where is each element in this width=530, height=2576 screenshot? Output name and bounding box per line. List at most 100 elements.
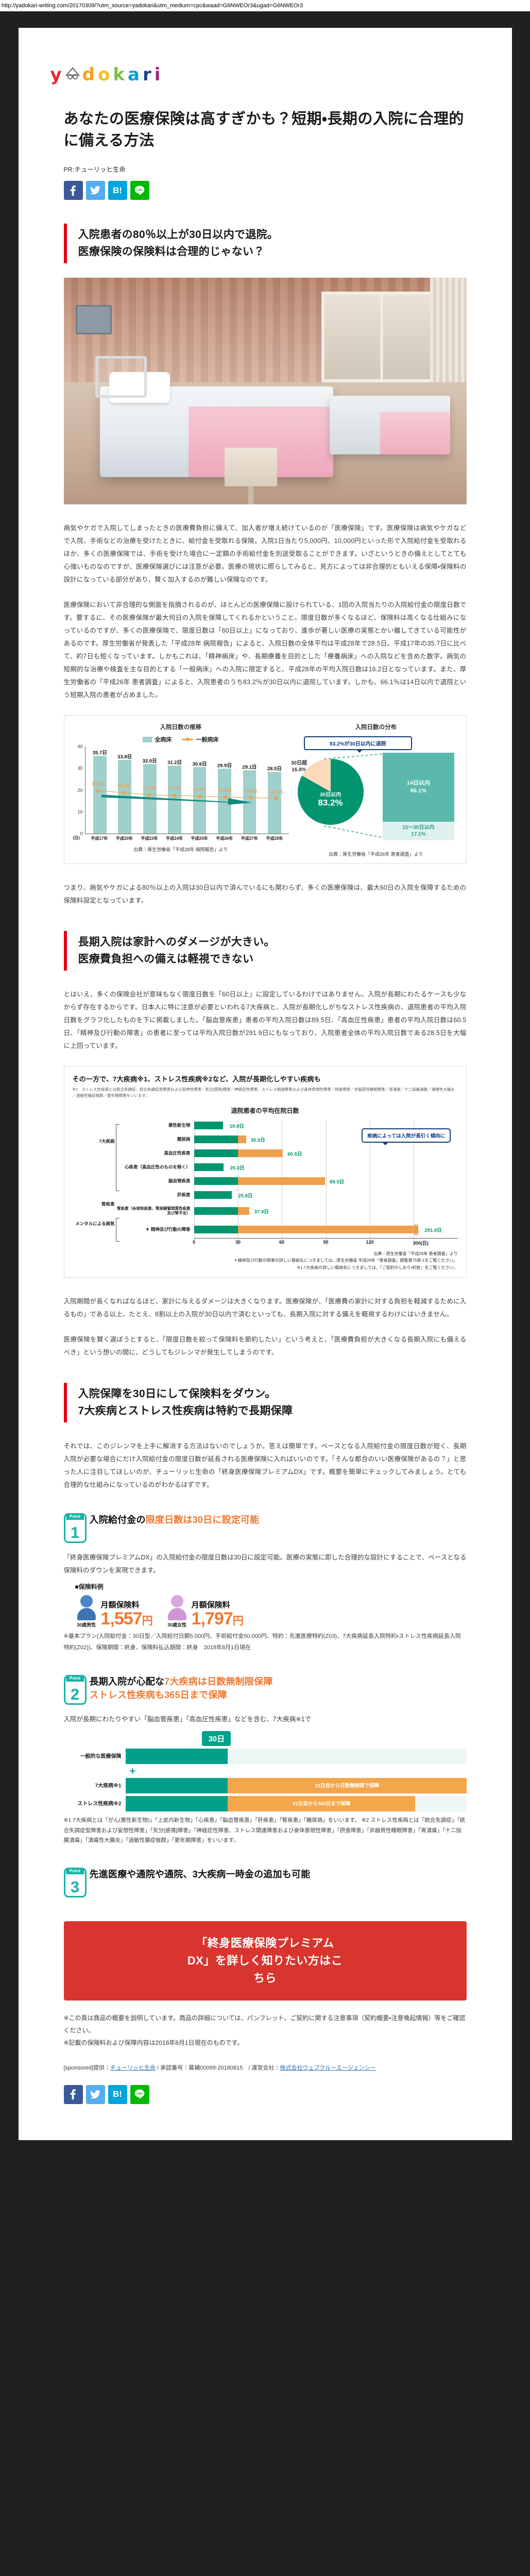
y-tick-10: 10 [77,809,83,815]
heading-line-2: 医療費負担への備えは軽視できない [78,953,254,965]
price-row: 30歳男性 月額保険料 1,557円 30歳女性 月額保険料 1,797円 [75,1595,467,1628]
sponsored-credit: [sponsored]提供：チューリッヒ生命 / 承認番号：募補00099-20… [64,2062,467,2074]
chart-3-source-3: ※1 7大疾病の詳しい傷病名につきましては、「ご契約のしおり・約款」をご覧くださ… [297,1265,458,1270]
logo-letter-i: i [154,64,162,85]
footer-note-2: ※記載の保険料および保障内容は2018年8月1日現在のものです。 [63,2039,244,2046]
row-value: 291.9日 [424,1227,442,1233]
downward-trend-arrow-icon [101,794,252,805]
paragraph-6: 医療保険を賢く選ぼうとすると、「限度日数を絞って保険料を節約したい」という考えと… [63,1336,467,1357]
section-heading-2: 長期入院は家計へのダメージが大きい。 医療費負担への備えは軽視できない [63,931,467,971]
price-text-female: 月額保険料 1,797円 [191,1600,244,1629]
point-badge-number: 2 [70,1685,80,1704]
section-heading-1: 入院患者の80％以上が30日以内で退院。 医療保険の保険料は合理的じゃない？ [63,224,467,264]
diagram-caption: ※1 7大疾病とは「がん(悪性新生物)」「上皮内新生物」「心疾患」「脳血管疾患」… [63,1817,466,1844]
point-3-badge: Point 3 [63,1867,87,1897]
page-frame: y d o k a r i あなたの医療保険は高すぎかも？短期・長期の入院に合理… [0,11,530,2165]
share-line-button[interactable]: LINE [130,181,149,200]
chart-1-legend: 全病床 一般病床 [73,735,289,743]
y-tick-20: 20 [77,787,83,793]
table-row: 腎疾患（糸球体疾患、腎尿細管間質性疾患及び腎不全） 37.9日 [117,1204,458,1219]
diagram-row-text: 31日目から365日まで保障 [228,1796,416,1812]
slice-name: 30日超 [290,760,307,767]
axis-break-icon [414,1224,419,1236]
table-row: 脳血管疾患 89.5日 [117,1176,458,1187]
slice-value: 83.2% [318,798,343,808]
price-text-male: 月額保険料 1,557円 [100,1601,153,1629]
cta-button[interactable]: 「終身医療保険プレミアム DX」を詳しく知りたい方はこ ちら [63,1921,467,2001]
heading-line-1: 入院患者の80％以上が30日以内で退院。 [78,229,279,241]
avatar-caption: 30歳女性 [167,1622,187,1628]
x-tick: 平成24年 [166,836,183,841]
coverage-diagram: 一般的な医療保険 30日 + 7大疾病※1 31日目から日数無制限で保障 ストレ… [63,1731,467,1845]
female-avatar-icon: 30歳女性 [166,1595,189,1628]
paragraph-7: それでは、このジレンマを上手に解消する方法はないのでしょうか。答えは簡単です。ベ… [63,1443,467,1489]
share-facebook-button[interactable] [63,181,83,200]
chart-3-note: ※2 ストレス性疾病とは統合失調症、統合失調症型障害および妄想性障害／気分[感情… [72,1087,455,1098]
paragraph-5: 入院期間が長くなればなるほど、家計に与えるダメージは大きくなります。医療保険が、… [63,1298,467,1318]
heading-line-1: 入院保障を30日にして保険料をダウン。 [78,1388,276,1400]
chart-3-title: 退院患者の平均在院日数 [231,1107,299,1114]
diagram-row-text: 31日目から日数無制限で保障 [228,1778,467,1794]
share-row-bottom: B! LINE [63,2084,467,2104]
bar-value-label: 30.6日 [192,761,207,767]
share-facebook-button-bottom[interactable] [63,2084,83,2104]
point-1-fineprint: ※基本プラン(入院給付金：30日型／入院給付日額5,000円、手術給付金50,0… [63,1633,461,1651]
hospital-room-photo [63,278,467,505]
x-tick: 平成27年 [241,836,258,841]
paragraph-3: つまり、病気やケガによる80％以上の入院は30日以内で済んでいるにも関わらず、多… [63,884,467,905]
chart-3-headline: その一方で、7大疾病※1、ストレス性疾病※2など、入院が長期化しやすい疾病も [72,1075,321,1083]
pie-callout: 83.2%が30日以内に退院 [304,736,412,753]
slice-name: 30日以内 [319,792,341,798]
heading-line-1: 長期入院は家計へのダメージが大きい。 [78,936,275,948]
legend-line-icon [182,738,194,740]
logo-letter-d: d [82,64,96,85]
chart-1-title: 入院日数の推移 [160,724,202,731]
price-value: 1,797 [191,1608,233,1629]
price-box-female: 30歳女性 月額保険料 1,797円 [166,1595,244,1629]
legend-label-all-beds: 全病床 [155,737,172,743]
table-row: 糖尿病 35.5日 [117,1134,458,1145]
line-icon: LINE [134,185,145,195]
x-tick: 平成26年 [216,836,233,841]
line-value-label: 16.8日 [218,787,232,793]
point-1-badge: Point 1 [63,1513,87,1544]
figure-card-2: その一方で、7大疾病※1、ストレス性疾病※2など、入院が長期化しやすい疾病も ※… [63,1066,467,1278]
chart-1-pie-panel: 入院日数の分布 83.2%が30日以内に退院 30日超 16.8% 30日以内 … [290,723,457,857]
price-value: 1,557 [100,1608,143,1629]
share-twitter-button[interactable] [86,181,105,200]
browser-url-bar[interactable]: http://yadokari-writing.com/20170309/?ut… [0,0,530,11]
row-label: 糖尿病 [177,1136,191,1142]
twitter-icon [90,186,100,195]
row-label: 脳血管疾患 [168,1178,191,1183]
table-row: 悪性新生物 19.9日 [117,1120,458,1131]
row-label: ＊ 精神及び行動の障害 [145,1226,191,1232]
site-logo[interactable]: y d o k a r i [19,28,512,83]
pie-slice-label-within30: 30日以内 83.2% [318,792,343,808]
sponsor-link[interactable]: チューリッヒ生命 [110,2064,156,2071]
share-hatena-button-bottom[interactable]: B! [108,2084,127,2104]
group-label-7-diseases: 7大疾病 [99,1124,119,1191]
price-label: 月額保険料 [191,1600,230,1609]
share-line-button-bottom[interactable]: LINE [130,2084,149,2104]
operator-link[interactable]: 株式会社ウェブクルーエージェンシー [280,2064,376,2071]
logo-letter-r: r [142,64,152,85]
body-copy-2: つまり、病気やケガによる80％以上の入院は30日以内で済んでいるにも関わらず、多… [64,882,467,907]
diagram-row-stress: ストレス性疾病※2 31日目から365日まで保障 [64,1796,467,1812]
x-tick: 300(日) [413,1240,429,1246]
share-twitter-button-bottom[interactable] [86,2084,105,2104]
body-copy-3: とはいえ、多くの保険会社が意味もなく限度日数を「60日以上」に設定しているわけで… [64,988,467,1053]
chart-3-group-labels: 7大疾病 腎疾患 メンタルによる病気 [73,1120,119,1246]
point-3-header: Point 3 先進医療や通院や通院、3大疾病一時金の追加も可能 [63,1867,467,1897]
chart-1-line-series [86,747,289,834]
line-value-label: 17.9日 [142,785,156,790]
diagram-row-label: ストレス性疾病※2 [77,1801,122,1807]
footer-note-1: ※この頁は商品の概要を説明しています。商品の詳細については、パンフレット、ご契約… [63,2014,466,2034]
point-badge-number: 1 [70,1523,80,1542]
logo-letter-a: a [128,64,141,85]
share-hatena-button[interactable]: B! [108,181,127,200]
section-heading-3: 入院保障を30日にして保険料をダウン。 7大疾病とストレス性疾病は特約で長期保障 [63,1383,467,1423]
twitter-icon [90,2090,100,2099]
point-2-badge: Point 2 [63,1675,87,1705]
chart-1: 入院日数の推移 全病床 一般病床 40 30 20 [73,723,458,857]
line-value-label: 17.5日 [168,786,181,791]
